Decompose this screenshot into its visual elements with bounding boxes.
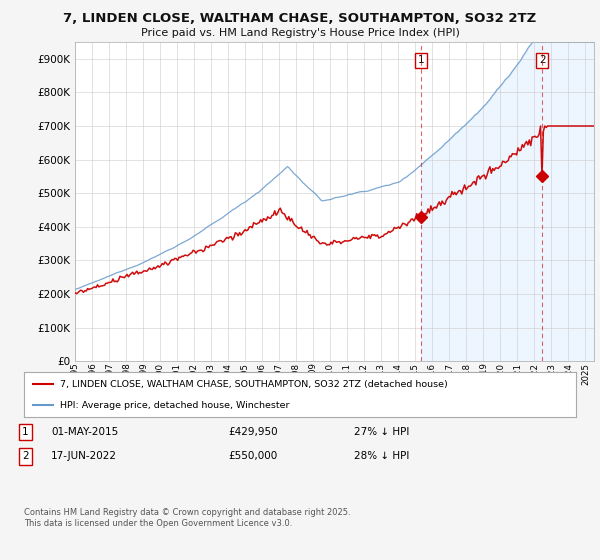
Text: 2: 2 xyxy=(22,451,29,461)
Text: 2: 2 xyxy=(539,55,545,66)
Text: 1: 1 xyxy=(418,55,424,66)
Text: 1: 1 xyxy=(22,427,29,437)
Text: 28% ↓ HPI: 28% ↓ HPI xyxy=(354,451,409,461)
Text: Contains HM Land Registry data © Crown copyright and database right 2025.
This d: Contains HM Land Registry data © Crown c… xyxy=(24,508,350,528)
Text: 7, LINDEN CLOSE, WALTHAM CHASE, SOUTHAMPTON, SO32 2TZ (detached house): 7, LINDEN CLOSE, WALTHAM CHASE, SOUTHAMP… xyxy=(60,380,448,389)
Text: Price paid vs. HM Land Registry's House Price Index (HPI): Price paid vs. HM Land Registry's House … xyxy=(140,28,460,38)
Text: 01-MAY-2015: 01-MAY-2015 xyxy=(51,427,118,437)
Text: £429,950: £429,950 xyxy=(228,427,278,437)
Text: HPI: Average price, detached house, Winchester: HPI: Average price, detached house, Winc… xyxy=(60,400,289,409)
Text: 17-JUN-2022: 17-JUN-2022 xyxy=(51,451,117,461)
Text: £550,000: £550,000 xyxy=(228,451,277,461)
Text: 7, LINDEN CLOSE, WALTHAM CHASE, SOUTHAMPTON, SO32 2TZ: 7, LINDEN CLOSE, WALTHAM CHASE, SOUTHAMP… xyxy=(64,12,536,25)
Text: 27% ↓ HPI: 27% ↓ HPI xyxy=(354,427,409,437)
